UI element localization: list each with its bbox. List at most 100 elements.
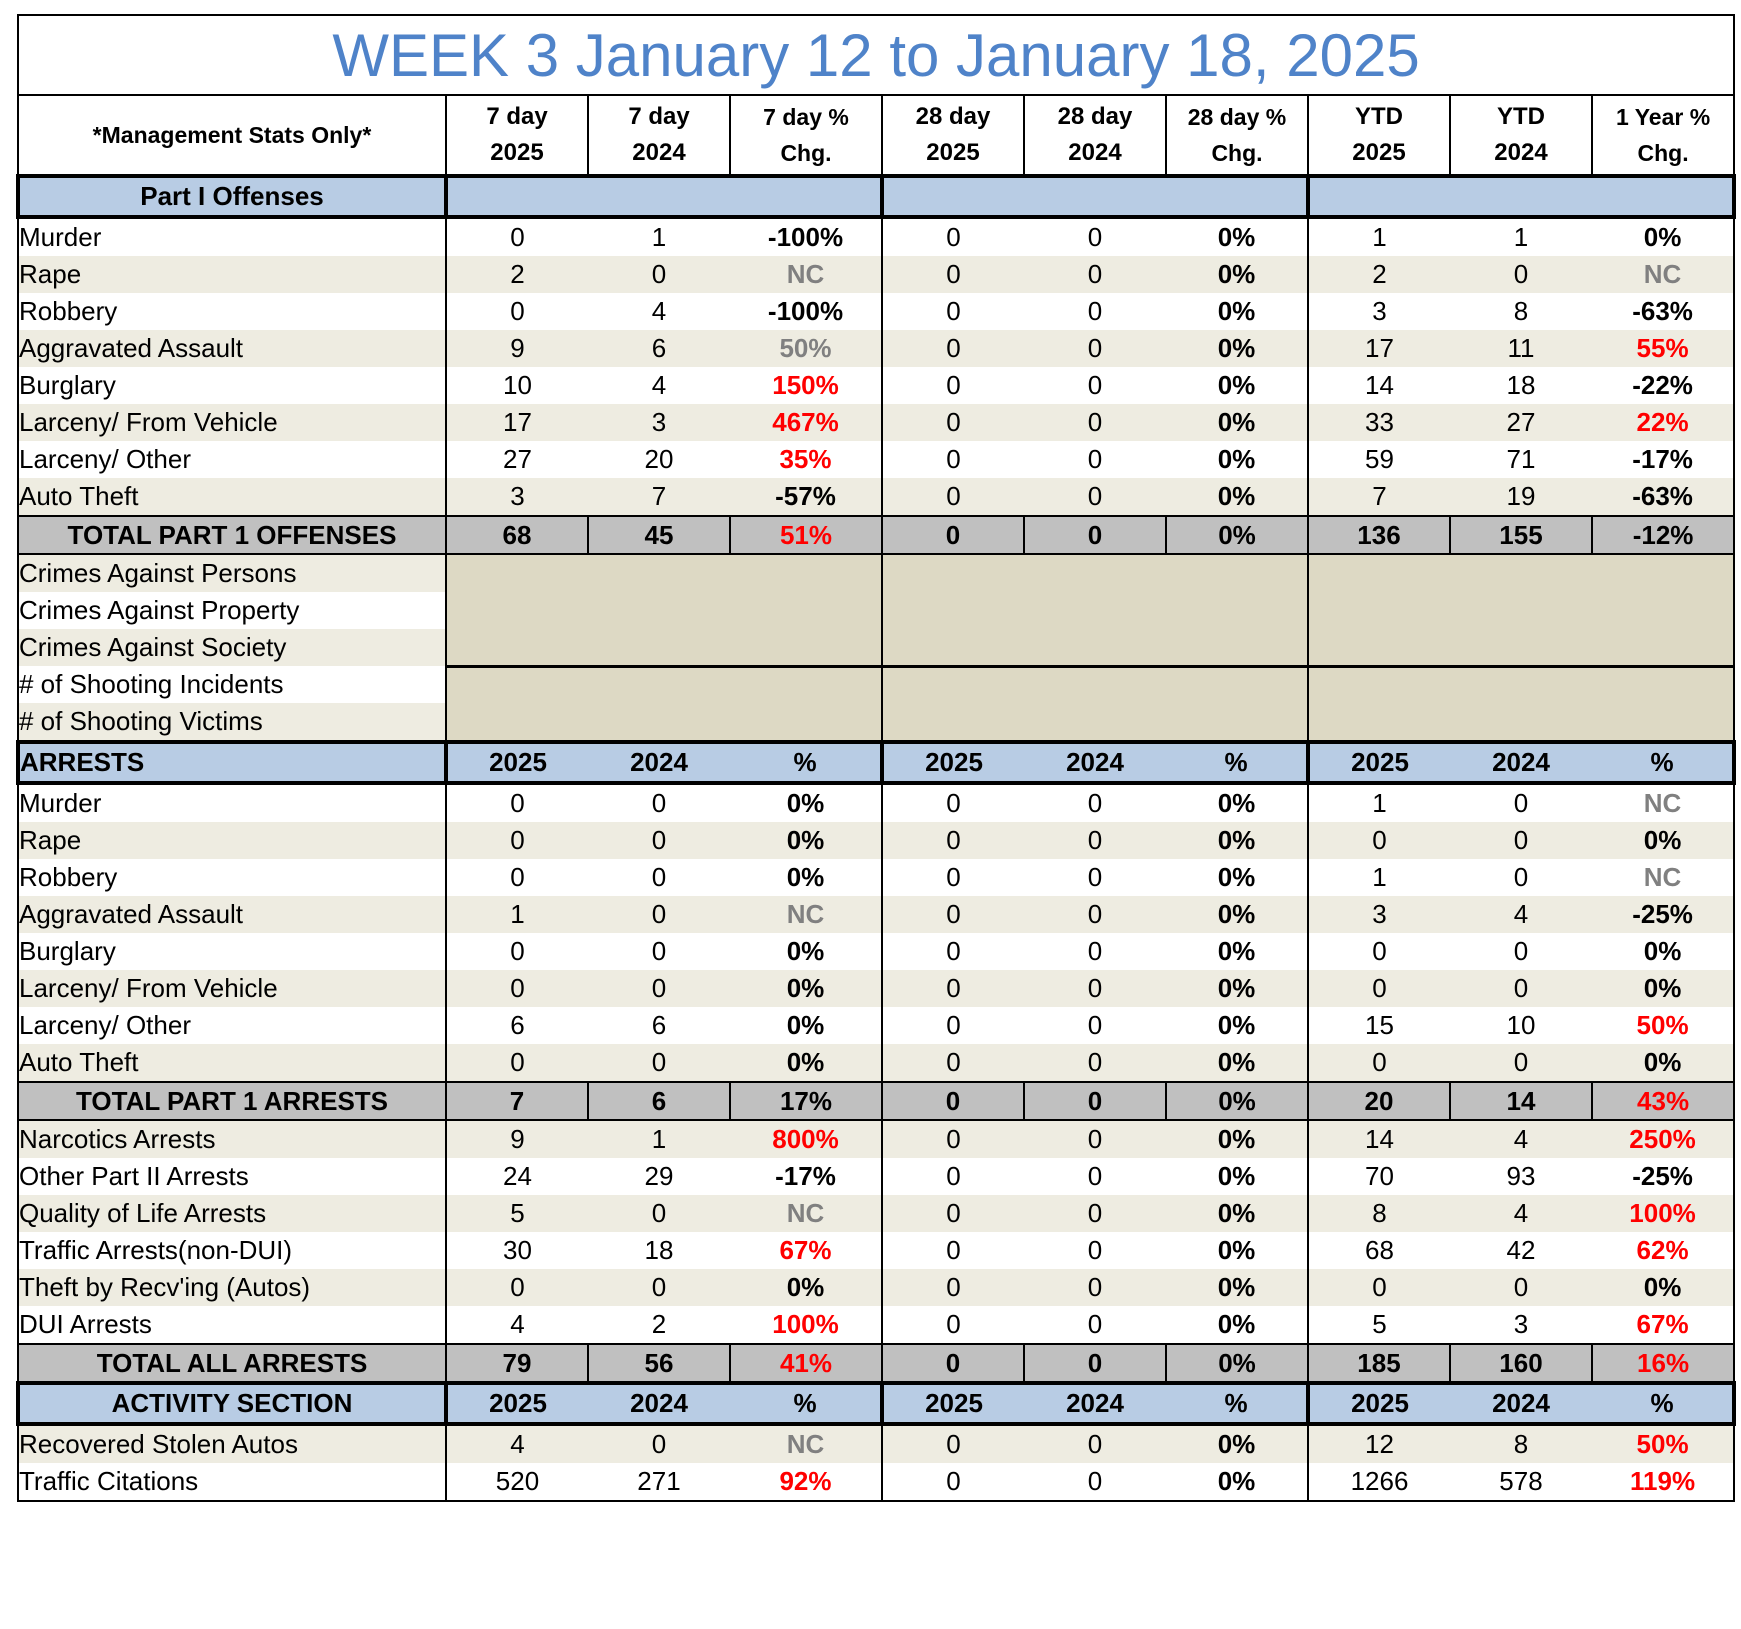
offense-row: Aggravated Assault 9 6 50% 0 0 0% 17 11 55% <box>17 330 1736 367</box>
count-cell: 6 <box>588 1007 730 1044</box>
count-cell: 71 <box>1450 441 1592 478</box>
count-cell: 59 <box>1308 441 1450 478</box>
count-cell: 0 <box>588 896 730 933</box>
column-header-line2: 2025 <box>1352 139 1406 166</box>
count-cell: 0 <box>882 896 1024 933</box>
percent-change-cell: 92% <box>730 1463 883 1502</box>
section-column-label <box>1166 174 1310 219</box>
percent-change-cell: 150% <box>730 367 883 404</box>
count-cell: 17 <box>1308 330 1450 367</box>
section-label: ARRESTS <box>16 740 448 785</box>
count-cell: 0 <box>1308 933 1450 970</box>
percent-change-cell: 0% <box>1166 478 1309 516</box>
arrest-row: Larceny/ From Vehicle 0 0 0% 0 0 0% 0 0 0% <box>17 970 1736 1007</box>
count-cell: 2 <box>446 256 588 293</box>
row-label: Recovered Stolen Autos <box>17 1424 447 1463</box>
column-header-line1: 7 day <box>486 103 548 130</box>
percent-change-cell: 0% <box>1166 1158 1309 1195</box>
count-cell: 15 <box>1308 1007 1450 1044</box>
section-column-label: % <box>1166 1381 1310 1426</box>
count-cell: 2 <box>588 1306 730 1344</box>
total-count-cell: 136 <box>1307 515 1451 555</box>
percent-change-cell: 0% <box>730 933 883 970</box>
row-label: Traffic Citations <box>17 1463 447 1502</box>
offense-row: Larceny/ From Vehicle 17 3 467% 0 0 0% 33 27 22% <box>17 404 1736 441</box>
count-cell: 0 <box>446 1269 588 1306</box>
section-column-label: 2024 <box>1450 740 1592 785</box>
column-header: 1 Year % Chg. <box>1590 94 1736 177</box>
total-count-cell: 0 <box>1023 515 1167 555</box>
column-header: 28 day 2024 <box>1023 94 1167 177</box>
row-label: DUI Arrests <box>17 1306 447 1344</box>
percent-change-cell: -25% <box>1592 1158 1736 1195</box>
arrest-row: Auto Theft 0 0 0% 0 0 0% 0 0 0% <box>17 1044 1736 1082</box>
percent-change-cell: NC <box>730 896 883 933</box>
section-label: Part I Offenses <box>16 174 448 219</box>
percent-change-cell: 0% <box>730 859 883 896</box>
arrests-section-header: ARRESTS 2025 2024% 2025 2024% 2025 2024% <box>16 740 1737 785</box>
count-cell: 0 <box>882 256 1024 293</box>
arrest-row: Quality of Life Arrests 5 0 NC 0 0 0% 8 4 100% <box>17 1195 1736 1232</box>
row-label: Rape <box>17 822 447 859</box>
row-label: Larceny/ Other <box>17 441 447 478</box>
total-label: TOTAL ALL ARRESTS <box>17 1343 447 1384</box>
blank-block <box>1308 554 1736 666</box>
weekly-stats-table: WEEK 3 January 12 to January 18, 2025 *M… <box>16 14 1737 1502</box>
count-cell: 0 <box>1450 933 1592 970</box>
total-count-cell: 160 <box>1449 1343 1593 1384</box>
column-header-line2: Chg. <box>1637 140 1689 166</box>
count-cell: 24 <box>446 1158 588 1195</box>
count-cell: 17 <box>446 404 588 441</box>
count-cell: 0 <box>1024 1120 1166 1158</box>
count-cell: 0 <box>1024 783 1166 822</box>
count-cell: 0 <box>1024 330 1166 367</box>
total-count-cell: 79 <box>445 1343 589 1384</box>
count-cell: 10 <box>446 367 588 404</box>
report-title: WEEK 3 January 12 to January 18, 2025 <box>16 14 1736 96</box>
count-cell: 4 <box>1450 1195 1592 1232</box>
section-column-label: 2025 <box>446 740 588 785</box>
percent-change-cell: 0% <box>1166 1306 1309 1344</box>
percent-change-cell: 119% <box>1592 1463 1736 1502</box>
count-cell: 0 <box>882 1195 1024 1232</box>
offense-row: Burglary 10 4 150% 0 0 0% 14 18 -22% <box>17 367 1736 404</box>
percent-change-cell: 0% <box>1166 896 1309 933</box>
percent-change-cell: 67% <box>730 1232 883 1269</box>
count-cell: 0 <box>1024 859 1166 896</box>
column-header-line2: 2025 <box>926 139 980 166</box>
count-cell: 0 <box>446 822 588 859</box>
total-percent-cell: 0% <box>1165 515 1309 555</box>
percent-change-cell: 0% <box>1166 859 1309 896</box>
percent-change-cell: 0% <box>730 1269 883 1306</box>
row-label: Crimes Against Society <box>17 629 447 666</box>
count-cell: 14 <box>1308 1120 1450 1158</box>
section-column-label: 2024 <box>1024 740 1166 785</box>
count-cell: 0 <box>882 367 1024 404</box>
count-cell: 0 <box>1024 1306 1166 1344</box>
shooting-row: # of Shooting Incidents <box>17 664 1736 742</box>
row-label: Narcotics Arrests <box>17 1120 447 1158</box>
count-cell: 0 <box>588 783 730 822</box>
total-label: TOTAL PART 1 OFFENSES <box>17 515 447 555</box>
arrest-row: Other Part II Arrests 24 29 -17% 0 0 0% 70 93 -25… <box>17 1158 1736 1195</box>
count-cell: 2 <box>1308 256 1450 293</box>
offense-row: Murder 0 1 -100% 0 0 0% 1 1 0% <box>17 217 1736 256</box>
row-label: Traffic Arrests(non-DUI) <box>17 1232 447 1269</box>
count-cell: 27 <box>1450 404 1592 441</box>
section-column-label: 2025 <box>1308 740 1450 785</box>
percent-change-cell: NC <box>1592 859 1736 896</box>
count-cell: 93 <box>1450 1158 1592 1195</box>
percent-change-cell: 0% <box>1166 1195 1309 1232</box>
total-percent-cell: 17% <box>729 1081 883 1121</box>
percent-change-cell: 0% <box>1166 441 1309 478</box>
count-cell: 0 <box>1450 256 1592 293</box>
percent-change-cell: 100% <box>730 1306 883 1344</box>
count-cell: 0 <box>882 1044 1024 1082</box>
row-label: Other Part II Arrests <box>17 1158 447 1195</box>
count-cell: 0 <box>588 1044 730 1082</box>
section-column-label <box>1450 174 1592 219</box>
column-header: 28 day % Chg. <box>1165 94 1309 177</box>
count-cell: 0 <box>882 330 1024 367</box>
percent-change-cell: 0% <box>730 970 883 1007</box>
count-cell: 4 <box>1450 1120 1592 1158</box>
